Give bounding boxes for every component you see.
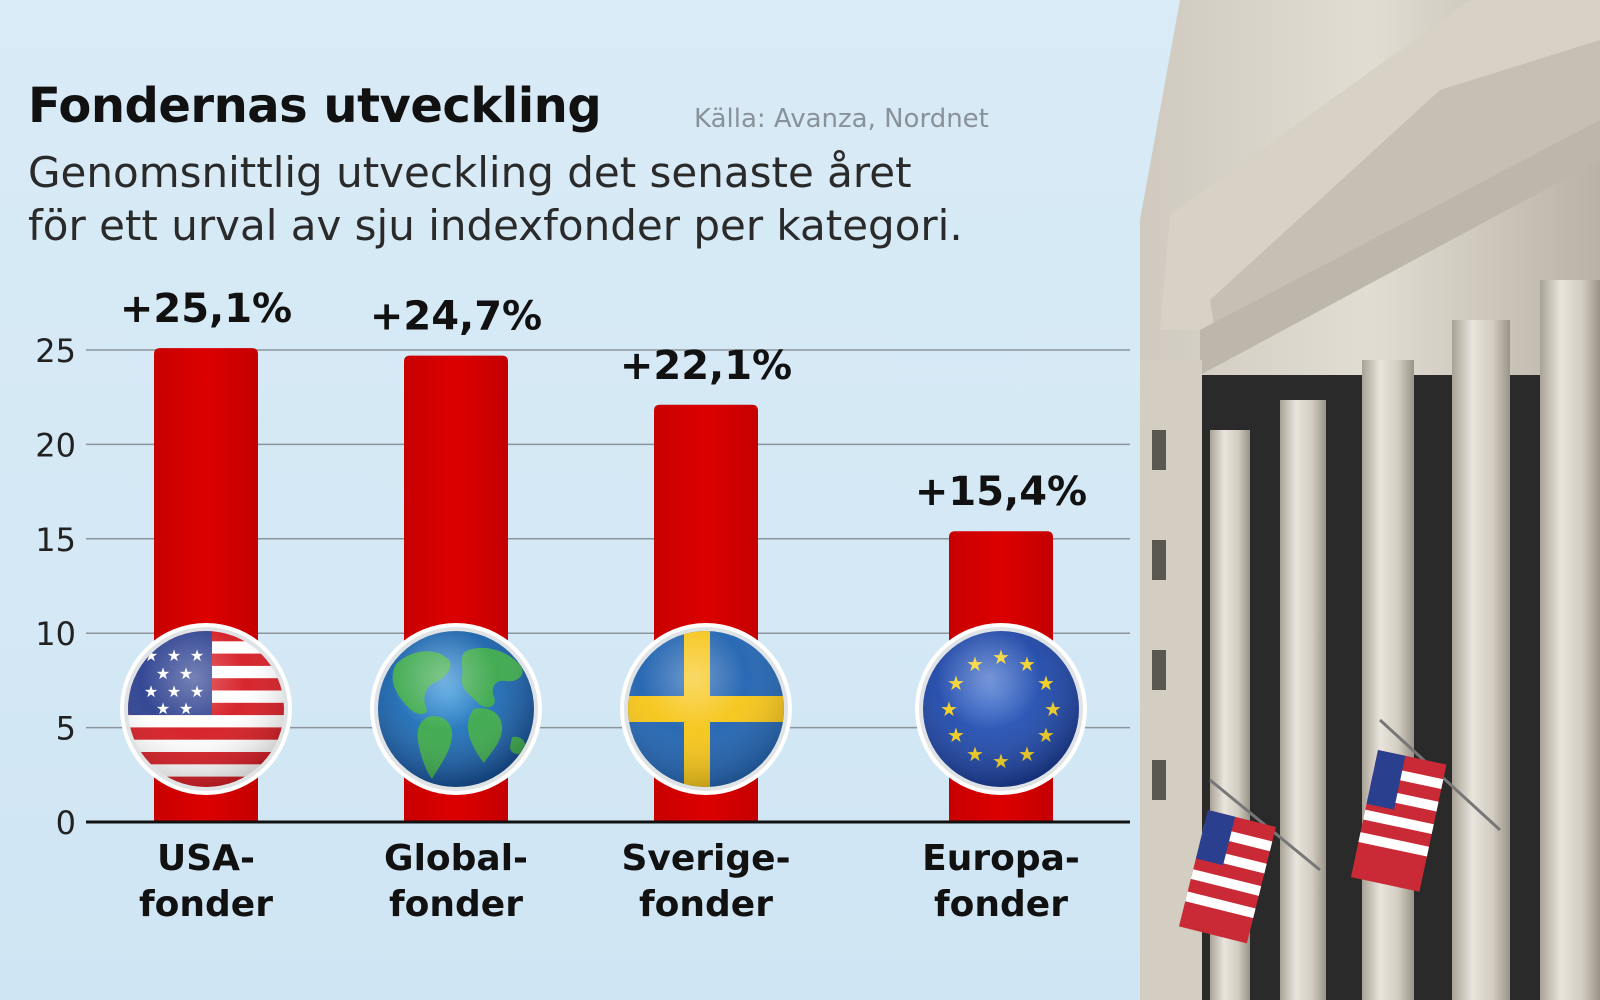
globe-icon: [370, 623, 542, 795]
y-tick-label-20: 20: [35, 426, 76, 464]
data-label-2: +22,1%: [620, 343, 792, 389]
data-label-0: +25,1%: [120, 286, 292, 332]
y-tick-label-0: 0: [56, 804, 76, 842]
sweden-flag-icon: [620, 623, 792, 795]
chart-subtitle: Genomsnittlig utveckling det senaste åre…: [28, 146, 1148, 252]
stock-exchange-building-photo: [1140, 0, 1600, 1000]
data-labels: +25,1% +24,7% +22,1% +15,4%: [120, 286, 1087, 515]
category-label-2-line-1: fonder: [639, 884, 773, 925]
usa-flag-icon: ★★★ ★★ ★★★ ★★: [120, 623, 292, 795]
data-label-1: +24,7%: [370, 294, 542, 340]
y-tick-label-25: 25: [35, 332, 76, 370]
category-labels: USA-fonder Global-fonder Sverige-fonder Eur…: [139, 838, 1080, 925]
bar-chart: 0 5 10 15 20 25 +25,1% +24,7% +22,1% +15,4% ★★★ …: [35, 286, 1130, 925]
y-tick-label-10: 10: [35, 615, 76, 653]
category-icons: ★★★ ★★ ★★★ ★★: [120, 623, 1087, 795]
category-label-0-line-1: fonder: [139, 884, 273, 925]
y-tick-label-15: 15: [35, 521, 76, 559]
chart-title: Fondernas utveckling: [28, 78, 602, 134]
bars: [154, 348, 1053, 822]
subtitle-line-1: Genomsnittlig utveckling det senaste åre…: [28, 148, 912, 197]
y-tick-label-5: 5: [56, 710, 76, 748]
category-label-1-line-1: fonder: [389, 884, 523, 925]
data-label-3: +15,4%: [915, 469, 1087, 515]
category-label-1-line-0: Global-: [384, 838, 528, 879]
category-label-2-line-0: Sverige-: [621, 838, 790, 879]
category-label-3-line-1: fonder: [934, 884, 1068, 925]
category-label-0-line-0: USA-: [157, 838, 255, 879]
subtitle-line-2: för ett urval av sju indexfonder per kat…: [28, 201, 963, 250]
eu-flag-icon: ★★★★★★★★★★★★: [915, 623, 1087, 795]
y-axis-ticks: 0 5 10 15 20 25: [35, 332, 76, 842]
category-label-3-line-0: Europa-: [922, 838, 1080, 879]
source-note: Källa: Avanza, Nordnet: [694, 104, 989, 134]
